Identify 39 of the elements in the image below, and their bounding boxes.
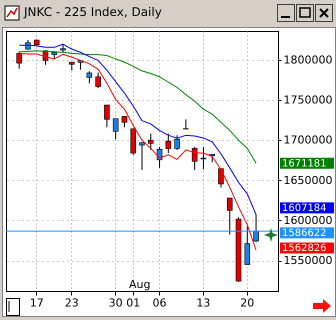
x-tick-label: 20 — [240, 296, 254, 310]
text: 1671181 — [282, 158, 327, 170]
candlestick — [244, 226, 250, 266]
y-tick-label: 1800000 — [284, 53, 332, 66]
candlestick — [183, 118, 189, 130]
candlestick — [166, 133, 172, 154]
candlestick — [148, 133, 154, 150]
candlestick — [218, 168, 224, 188]
candlestick — [156, 146, 162, 168]
x-tick-label: 06 — [152, 296, 167, 310]
line-series — [18, 50, 257, 164]
candlestick — [200, 146, 206, 170]
x-tick-label: 23 — [64, 296, 79, 310]
x-tick-label: 01 — [126, 296, 140, 310]
candlestick — [16, 50, 22, 70]
candlestick — [226, 197, 233, 236]
candlestick — [104, 104, 110, 128]
annotation: Aug — [129, 278, 150, 291]
x-tick-label: 30 — [108, 296, 123, 310]
candlestick — [122, 116, 128, 128]
y-tick-label: 1750000 — [284, 94, 332, 107]
candlestick — [139, 142, 145, 171]
x-tick-label: 17 — [30, 296, 44, 310]
y-tick-label: 1650000 — [284, 174, 332, 187]
chart-title: JNKC - 225 Index, Daily — [24, 5, 162, 19]
y-tick-label: 1550000 — [284, 254, 332, 268]
candlestick — [95, 72, 101, 89]
x-tick-label: 13 — [196, 296, 210, 310]
line-series — [18, 44, 257, 216]
candlestick — [112, 118, 118, 140]
ref-line-label: 1586622 — [282, 228, 327, 239]
text: 1607184 — [282, 202, 327, 214]
text: 1562826 — [282, 243, 327, 254]
candlestick — [174, 134, 180, 150]
candlestick — [86, 70, 92, 84]
y-tick-label: 1700000 — [284, 134, 332, 147]
candlestick — [192, 146, 198, 171]
candlestick — [253, 214, 259, 243]
y-tick-label: 1600000 — [284, 214, 332, 227]
